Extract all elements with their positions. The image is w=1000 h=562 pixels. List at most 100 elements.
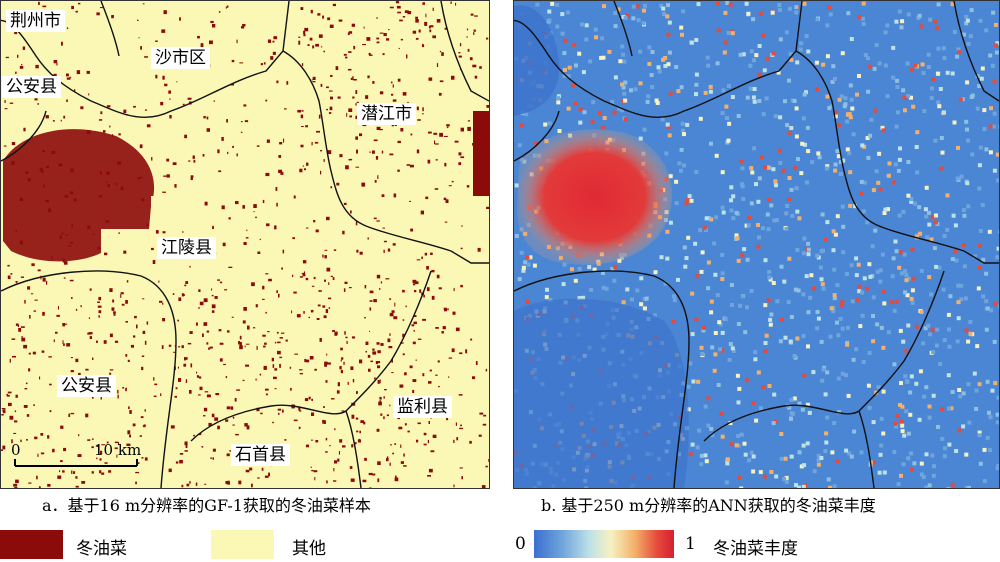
rapeseed-pixel [172,293,175,295]
abundance-cell [853,204,857,209]
rapeseed-pixel [123,250,127,254]
legend-other-label: 其他 [292,539,326,559]
abundance-cell [947,442,952,447]
abundance-cell [547,18,552,23]
abundance-cell [616,7,621,12]
abundance-cell [787,197,792,201]
abundance-cell [544,295,549,300]
abundance-cell [801,443,806,448]
rapeseed-pixel [325,380,328,383]
abundance-cell [976,286,981,291]
abundance-cell [610,266,615,271]
abundance-cell [682,163,686,168]
rapeseed-pixel [63,343,65,346]
rapeseed-pixel [428,77,433,81]
abundance-cell [718,322,723,327]
abundance-cell [978,145,983,150]
rapeseed-pixel [406,54,408,59]
abundance-cell [914,381,919,386]
abundance-cell [895,85,900,89]
rapeseed-pixel [428,381,432,384]
rapeseed-pixel [22,46,26,50]
abundance-cell [744,223,749,228]
rapeseed-pixel [327,150,332,155]
rapeseed-pixel [263,365,267,370]
abundance-cell [864,286,869,291]
abundance-cell [794,5,799,10]
rapeseed-pixel [158,280,160,283]
abundance-cell [742,441,747,446]
abundance-cell [727,121,732,126]
scale-ten-km-label: 10 km [94,441,142,459]
abundance-cell [984,299,989,304]
rapeseed-pixel [243,307,247,311]
abundance-cell [774,218,779,223]
abundance-cell [955,54,960,59]
abundance-cell [808,295,813,300]
rapeseed-pixel [162,191,166,193]
abundance-cell [705,55,710,60]
rapeseed-pixel [285,339,288,342]
rapeseed-pixel [316,318,320,320]
abundance-cell [660,117,665,122]
rapeseed-pixel [53,60,58,64]
abundance-cell [835,149,840,154]
abundance-cell [699,269,704,274]
rapeseed-pixel [363,26,365,29]
rapeseed-pixel [260,63,263,66]
rapeseed-pixel [444,162,447,167]
rapeseed-pixel [240,121,243,123]
rapeseed-pixel [445,199,449,203]
abundance-cell [891,256,896,261]
abundance-cell [764,96,769,101]
abundance-cell [566,74,571,79]
abundance-cell [665,256,670,261]
abundance-cell [674,201,679,206]
abundance-cell [958,394,963,399]
rapeseed-pixel [330,96,333,100]
abundance-cell [521,265,526,270]
abundance-cell [934,343,939,348]
abundance-cell [789,58,794,62]
abundance-cell [661,57,666,62]
rapeseed-pixel [26,439,28,441]
rapeseed-pixel [330,275,333,277]
abundance-cell [735,373,740,378]
rapeseed-pixel [226,119,228,123]
abundance-cell [832,267,837,272]
abundance-cell [899,473,903,478]
abundance-cell [763,258,768,263]
rapeseed-pixel [467,48,470,52]
rapeseed-pixel [75,308,78,311]
rapeseed-pixel [370,360,373,363]
abundance-cell [964,328,969,333]
abundance-cell [937,104,942,109]
rapeseed-pixel [106,441,109,444]
rapeseed-pixel [326,267,331,272]
abundance-cell [855,298,860,303]
abundance-cell [740,182,744,187]
abundance-cell [753,350,758,355]
rapeseed-pixel [21,336,23,340]
rapeseed-pixel [467,126,471,131]
abundance-cell [562,67,567,72]
rapeseed-pixel [49,383,52,386]
abundance-cell [631,16,636,21]
rapeseed-pixel [329,90,333,92]
abundance-cell [977,186,982,191]
abundance-cell [666,32,671,37]
rapeseed-pixel [7,264,10,267]
abundance-cell [769,312,774,317]
abundance-cell [899,419,904,424]
abundance-cell [933,138,938,143]
abundance-cell [685,122,690,127]
abundance-cell [910,247,915,252]
rapeseed-pixel [473,32,475,35]
rapeseed-pixel [479,66,482,69]
abundance-cell [985,379,990,384]
abundance-cell [936,46,941,51]
abundance-cell [717,320,722,325]
rapeseed-pixel [372,81,375,84]
abundance-cell [716,28,721,33]
abundance-cell [865,136,870,140]
